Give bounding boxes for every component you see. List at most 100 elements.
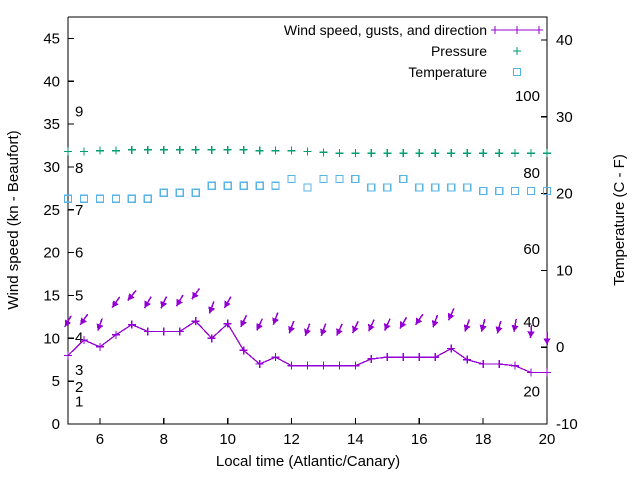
wind-speed-point	[175, 327, 184, 336]
wind-speed-point	[495, 360, 504, 369]
gust-direction-arrow	[191, 288, 201, 300]
y-tick-label: 15	[43, 287, 60, 304]
wind-speed-point	[383, 353, 392, 362]
temperature-point	[383, 183, 392, 192]
temperature-point	[95, 194, 105, 203]
y-tick-label: 35	[43, 116, 60, 133]
arrow-head	[127, 293, 135, 301]
arrow-head	[80, 317, 87, 325]
arrow-head	[463, 324, 471, 332]
pressure-point	[79, 147, 88, 156]
gust-direction-arrow	[495, 320, 503, 334]
y2-tick-label: 30	[556, 109, 573, 126]
arrow-head	[527, 331, 535, 338]
arrow-head	[447, 312, 455, 321]
y2-tick-label: -10	[556, 416, 578, 433]
arrow-head	[224, 300, 231, 308]
beaufort-label: 7	[75, 202, 83, 219]
wind-speed-point	[319, 361, 328, 370]
pressure-point	[351, 149, 360, 158]
arrow-head	[320, 328, 327, 336]
gust-direction-arrow	[127, 290, 137, 301]
legend-label: Pressure	[431, 43, 487, 59]
series-temperature	[63, 174, 552, 203]
wind-speed-point	[511, 361, 520, 370]
pressure-point	[191, 145, 200, 154]
temperature-point	[63, 194, 73, 203]
y2-tick-label: 0	[556, 339, 564, 356]
arrow-head	[288, 325, 295, 334]
pressure-point	[143, 145, 152, 154]
x-axis-title: Local time (Atlantic/Canary)	[216, 453, 400, 470]
temperature-point	[271, 181, 280, 190]
x-tick-label: 12	[283, 431, 300, 448]
beaufort-label: 2	[75, 379, 83, 396]
gust-direction-arrow	[272, 312, 279, 325]
wind-speed-point	[287, 361, 296, 370]
arrow-head	[352, 325, 359, 334]
y2-tick-label: 20	[556, 186, 573, 203]
y2-tick-label: 10	[556, 262, 573, 279]
pressure-point	[127, 145, 136, 154]
arrow-head	[208, 306, 216, 314]
gust-direction-arrow	[447, 308, 455, 321]
temperature-point	[223, 181, 232, 190]
arrow-head	[112, 300, 119, 308]
temperature-point	[494, 186, 504, 196]
gust-direction-arrow	[79, 313, 89, 326]
arrow-head	[240, 319, 247, 328]
arrow-head	[479, 324, 487, 332]
pressure-point	[383, 149, 392, 158]
arrow-head	[304, 328, 311, 336]
wind-speed-point	[447, 344, 456, 353]
y2-tick-label: 40	[556, 32, 573, 49]
gust-direction-arrow	[336, 323, 343, 336]
pressure-point	[271, 146, 280, 155]
legend-key	[513, 47, 521, 55]
pressure-point	[399, 149, 408, 158]
axis-ticks	[68, 37, 548, 425]
pressure-point	[255, 146, 264, 155]
gust-direction-arrow	[64, 315, 72, 328]
gust-direction-arrow	[351, 320, 359, 334]
wind-speed-point	[64, 351, 72, 360]
gust-direction-arrow	[288, 320, 295, 334]
wind-speed-point	[335, 361, 344, 370]
pressure-point	[223, 145, 232, 154]
pressure-point	[319, 148, 328, 157]
wind-speed-point	[367, 354, 376, 363]
gust-direction-arrow	[527, 324, 535, 339]
legend-plus-icon	[535, 26, 543, 34]
pressure-point	[543, 149, 551, 158]
temperature-point	[79, 194, 89, 203]
pressure-point	[431, 149, 440, 158]
temperature-point	[510, 186, 520, 196]
beaufort-label: 1	[75, 394, 83, 411]
pressure-point	[463, 149, 472, 158]
pressure-point	[367, 149, 376, 158]
fahrenheit-label: 80	[523, 165, 540, 182]
axis-titles: Wind speed (kn - Beaufort) Local time (A…	[5, 130, 628, 470]
fahrenheit-label: 100	[515, 88, 540, 105]
arrow-head	[415, 317, 423, 325]
wind-speed-point	[543, 368, 551, 377]
wind-speed-point	[415, 353, 424, 362]
gust-direction-arrow	[543, 331, 551, 345]
temperature-point	[415, 183, 424, 192]
arrow-head	[272, 317, 279, 325]
pressure-point	[239, 145, 248, 154]
legend: Wind speed, gusts, and direction Pressure…	[284, 22, 543, 80]
wind-speed-point	[431, 353, 440, 362]
y-tick-label: 10	[43, 330, 60, 347]
series-gust-direction	[64, 288, 551, 345]
y-tick-label: 30	[43, 159, 60, 176]
pressure-point	[64, 147, 72, 156]
beaufort-label: 5	[75, 287, 83, 304]
arrow-head	[495, 326, 503, 334]
x-tick-label: 18	[475, 431, 492, 448]
x-tick-label: 20	[539, 431, 556, 448]
gust-direction-arrow	[431, 314, 439, 328]
temperature-point	[335, 174, 344, 184]
temperature-point	[239, 181, 248, 190]
